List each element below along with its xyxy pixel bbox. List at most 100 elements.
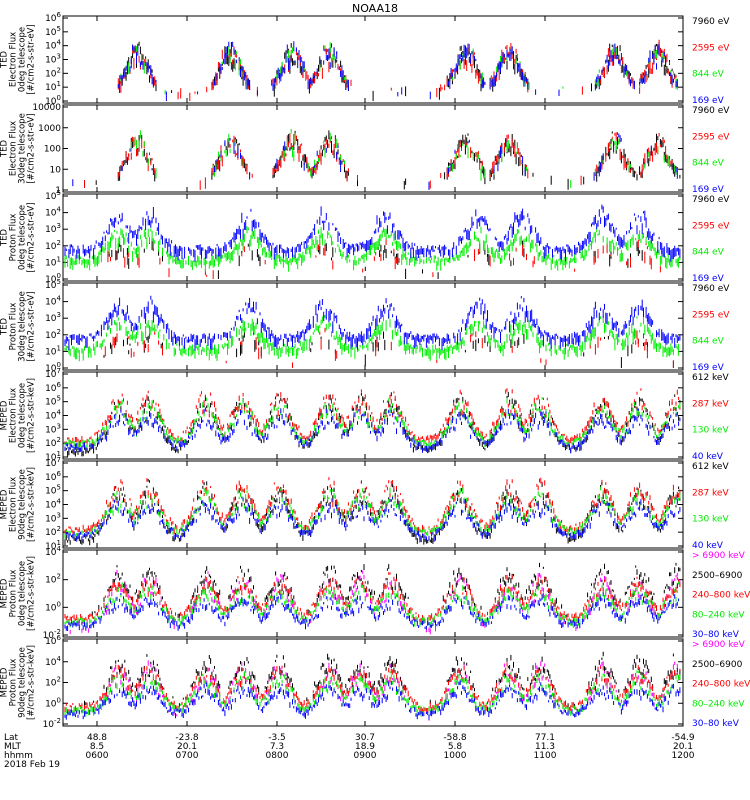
y-tick-label: 100 [45, 600, 61, 613]
tick-exponent: 2 [57, 66, 61, 74]
y-axis-label-line: TED [0, 50, 10, 69]
y-axis-label-line: MEPED [0, 489, 10, 519]
y-tick-label: 102 [45, 328, 61, 341]
x-tick-lat: 30.7 [355, 733, 375, 743]
series-marks-blue [64, 204, 681, 262]
x-tick-mlt: 18.9 [355, 742, 375, 752]
y-axis-label-line: Proton Flux [9, 214, 19, 262]
tick-exponent: 5 [57, 25, 61, 33]
legend-entry: 80–240 keV [692, 699, 745, 709]
x-tick-hhmm: 1100 [534, 751, 557, 761]
y-tick-label: 101 [45, 344, 61, 357]
tick-exponent: 5 [57, 484, 61, 492]
series-marks-green [64, 226, 681, 272]
y-tick-label: 105 [45, 395, 61, 408]
legend-entry: 2500–6900 [692, 571, 743, 581]
y-axis-label-line: 0deg telescope [18, 205, 28, 270]
y-tick-label: 105 [45, 189, 61, 202]
series-marks-blue [65, 496, 681, 543]
y-axis-label-line: TED [0, 139, 10, 158]
x-axis-row-label: Lat [4, 733, 19, 743]
x-tick-lat: 77.1 [535, 733, 555, 743]
tick-exponent: 6 [57, 381, 62, 389]
y-tick-label: 104 [45, 498, 61, 511]
y-axis-label: MEPED Proton Flux 90deg telescope [#/cm2-s-… [0, 645, 37, 720]
y-axis-label-line: MEPED [0, 400, 10, 430]
tick-exponent: 2 [57, 436, 61, 444]
tick-exponent: 2 [57, 328, 61, 336]
tick-exponent: 0 [57, 361, 61, 369]
legend-entry: 844 eV [692, 70, 725, 80]
y-tick-label: 106 [45, 381, 61, 394]
y-axis-label-line: [#/cm2-s-str-keV] [27, 556, 37, 631]
x-tick-mlt: 20.1 [177, 742, 197, 752]
tick-exponent: 0 [57, 696, 61, 704]
legend-entry: 2500–6900 [692, 660, 743, 670]
y-tick-label: 102 [45, 676, 61, 689]
y-axis-label-line: Proton Flux [9, 303, 19, 351]
tick-exponent: 5 [57, 189, 61, 197]
tick-exponent: 3 [57, 311, 61, 319]
tick-exponent: 4 [57, 295, 62, 303]
y-axis-label-line: Proton Flux [9, 570, 19, 618]
x-tick-hhmm: 0600 [86, 751, 109, 761]
y-tick-label: 103 [45, 311, 61, 324]
tick-exponent: 0 [57, 600, 61, 608]
tick-exponent: 3 [57, 53, 61, 61]
y-axis-label-line: MEPED [0, 667, 10, 697]
y-tick-label: 101 [45, 80, 61, 93]
tick-exponent: 4 [57, 498, 62, 506]
tick-exponent: 1 [57, 80, 61, 88]
y-tick-label: 102 [45, 239, 61, 252]
legend-entry: 612 keV [692, 373, 729, 383]
y-tick-label: 106 [45, 11, 61, 24]
y-axis-label-line: 30deg telescope [18, 291, 28, 362]
y-tick-label: 103 [45, 53, 61, 66]
y-tick-label: 101 [45, 255, 61, 268]
y-tick-label: 106 [45, 470, 61, 483]
series-marks-red [84, 132, 677, 190]
tick-exponent: 5 [57, 395, 61, 403]
legend-entry: 30–80 keV [692, 630, 740, 640]
plot-frame [62, 104, 684, 193]
legend-entry: 844 eV [692, 248, 725, 258]
y-tick-label: 102 [45, 525, 61, 538]
x-tick-mlt: 8.5 [90, 742, 104, 752]
legend-entry: 80–240 keV [692, 610, 745, 620]
legend-entry: 2595 eV [692, 221, 730, 231]
y-axis-label-line: [#/cm2-s-str-keV] [27, 378, 37, 453]
y-tick-label: 100 [44, 145, 61, 155]
y-axis-label-line: TED [0, 317, 10, 336]
legend-entry: 130 keV [692, 426, 729, 436]
y-tick-label: 100 [45, 696, 61, 709]
legend-entry: 7960 eV [692, 284, 730, 294]
series-marks-blue [117, 41, 678, 101]
legend-entry: 287 keV [692, 399, 729, 409]
legend-entry: 40 keV [692, 452, 724, 462]
plot-frame [62, 460, 684, 549]
legend-entry: 240–800 keV [692, 591, 750, 601]
legend-entry: 30–80 keV [692, 719, 740, 729]
tick-exponent: 0 [57, 94, 61, 102]
y-axis-label-line: 0deg telescope [18, 27, 28, 92]
series-marks-blue [64, 680, 681, 720]
legend-entry: 169 eV [692, 274, 725, 284]
y-axis-label-line: 90deg telescope [18, 469, 28, 540]
y-tick-label: 1000 [38, 124, 61, 134]
legend-entry: > 6900 keV [692, 640, 746, 650]
y-axis-label-line: Electron Flux [9, 477, 19, 532]
y-axis-label: MEPED Proton Flux 0deg telescope [#/cm2-s-s… [0, 556, 37, 631]
legend-entry: 844 eV [692, 337, 725, 347]
y-axis-label-line: 30deg telescope [18, 113, 28, 184]
legend-entry: 7960 eV [692, 106, 730, 116]
y-axis-label-line: TED [0, 228, 10, 247]
x-tick-hhmm: 0700 [176, 751, 199, 761]
tick-exponent: 4 [57, 409, 62, 417]
legend-entry: 844 eV [692, 159, 725, 169]
tick-exponent: 4 [57, 545, 62, 553]
